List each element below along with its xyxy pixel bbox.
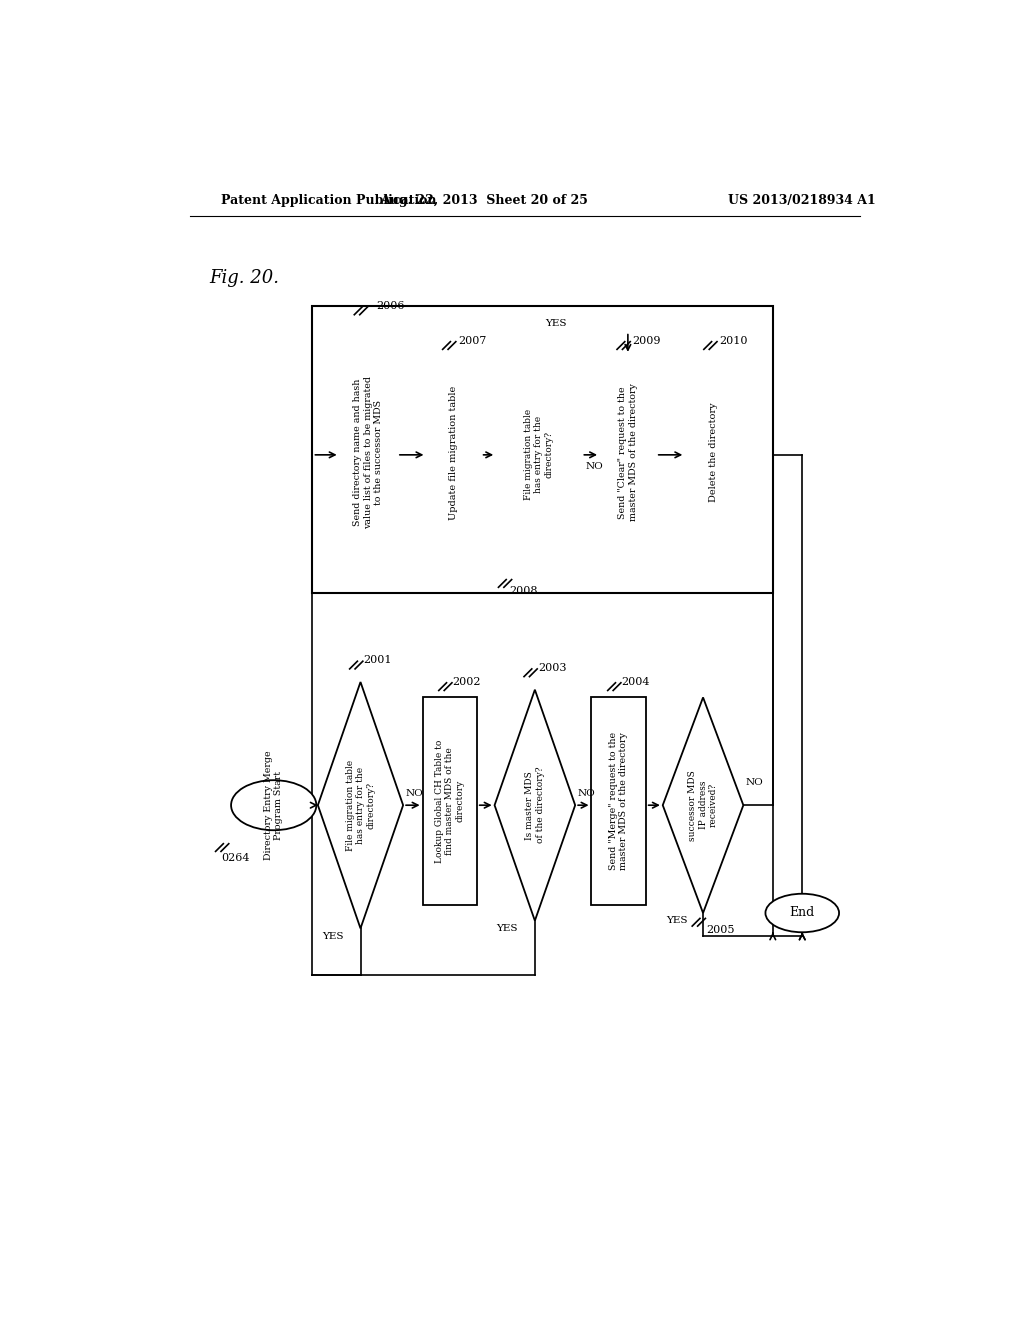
Bar bbox=[685, 355, 741, 552]
Text: YES: YES bbox=[545, 319, 566, 329]
Text: End: End bbox=[790, 907, 815, 920]
Text: NO: NO bbox=[586, 462, 603, 471]
Text: Fig. 20.: Fig. 20. bbox=[209, 269, 280, 286]
Text: Is master MDS
of the directory?: Is master MDS of the directory? bbox=[525, 767, 545, 843]
Text: Send "Merge" request to the
master MDS of the directory: Send "Merge" request to the master MDS o… bbox=[609, 733, 629, 870]
Text: NO: NO bbox=[406, 789, 423, 799]
Text: File migration table
has entry for the
directory?: File migration table has entry for the d… bbox=[346, 759, 376, 851]
Text: Delete the directory: Delete the directory bbox=[709, 403, 718, 503]
Text: Lookup Global CH Table to
find master MDS of the
directory: Lookup Global CH Table to find master MD… bbox=[435, 739, 465, 863]
Bar bbox=[312, 306, 773, 594]
Text: Send directory name and hash
value list of files to be migrated
to the successor: Send directory name and hash value list … bbox=[353, 376, 383, 529]
Text: 0264: 0264 bbox=[221, 853, 250, 862]
Text: YES: YES bbox=[666, 916, 687, 925]
Bar bbox=[426, 355, 480, 552]
Polygon shape bbox=[495, 689, 575, 921]
Text: YES: YES bbox=[496, 924, 517, 933]
Text: 2010: 2010 bbox=[719, 335, 748, 346]
Text: NO: NO bbox=[745, 777, 764, 787]
Text: 2008: 2008 bbox=[509, 586, 538, 597]
Ellipse shape bbox=[231, 780, 316, 830]
Text: Directory Entry Merge
Program Start: Directory Entry Merge Program Start bbox=[264, 750, 284, 861]
Text: 2003: 2003 bbox=[538, 663, 566, 673]
Bar bbox=[600, 355, 655, 552]
Text: Update file migration table: Update file migration table bbox=[449, 385, 458, 520]
Text: 2004: 2004 bbox=[622, 677, 650, 686]
Text: 2006: 2006 bbox=[376, 301, 404, 312]
Text: File migration table
has entry for the
directory?: File migration table has entry for the d… bbox=[524, 409, 554, 500]
Text: NO: NO bbox=[578, 789, 595, 799]
Ellipse shape bbox=[765, 894, 839, 932]
Text: Aug. 22, 2013  Sheet 20 of 25: Aug. 22, 2013 Sheet 20 of 25 bbox=[381, 194, 589, 207]
Text: Patent Application Publication: Patent Application Publication bbox=[221, 194, 436, 207]
Text: Send "Clear" request to the
master MDS of the directory: Send "Clear" request to the master MDS o… bbox=[618, 384, 638, 521]
Text: 2002: 2002 bbox=[453, 677, 481, 686]
Bar bbox=[340, 321, 397, 586]
Text: successor MDS
IP address
received?: successor MDS IP address received? bbox=[688, 770, 718, 841]
Text: US 2013/0218934 A1: US 2013/0218934 A1 bbox=[728, 194, 877, 207]
Text: YES: YES bbox=[322, 932, 343, 941]
Polygon shape bbox=[317, 682, 403, 928]
Bar bbox=[592, 697, 646, 906]
Text: 2007: 2007 bbox=[458, 335, 486, 346]
Text: 2005: 2005 bbox=[707, 925, 734, 935]
Bar bbox=[423, 697, 477, 906]
Polygon shape bbox=[663, 697, 743, 913]
Text: 2009: 2009 bbox=[633, 335, 662, 346]
Polygon shape bbox=[496, 335, 582, 574]
Text: 2001: 2001 bbox=[364, 656, 392, 665]
